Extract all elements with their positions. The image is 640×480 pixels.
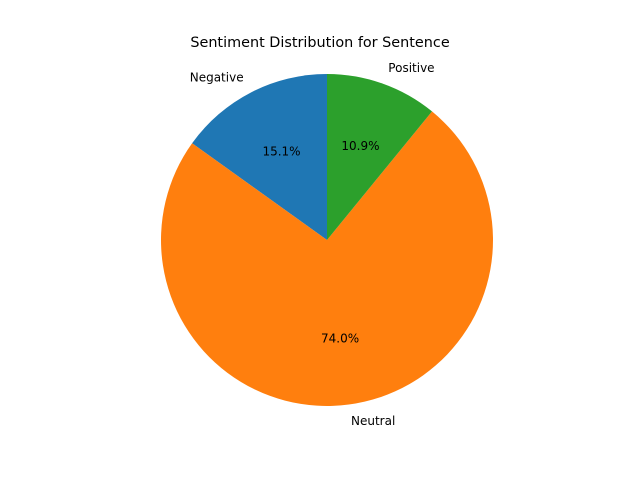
percent-label-negative: 15.1% (262, 144, 300, 158)
slice-label-negative: Negative (190, 71, 244, 85)
slice-label-neutral: Neutral (351, 414, 395, 428)
pie-slices (160, 74, 493, 406)
percent-label-neutral: 74.0% (321, 332, 359, 346)
pie-slice-neutral (160, 111, 493, 406)
pie-slice-positive (327, 74, 433, 240)
pie-slice-negative (192, 74, 327, 240)
pie-labels: Negative 15.1% Neutral 74.0% Positive 10.9% (190, 61, 435, 428)
slice-label-positive: Positive (388, 61, 434, 75)
percent-label-positive: 10.9% (341, 139, 379, 153)
chart-title: Sentiment Distribution for Sentence (190, 35, 450, 51)
